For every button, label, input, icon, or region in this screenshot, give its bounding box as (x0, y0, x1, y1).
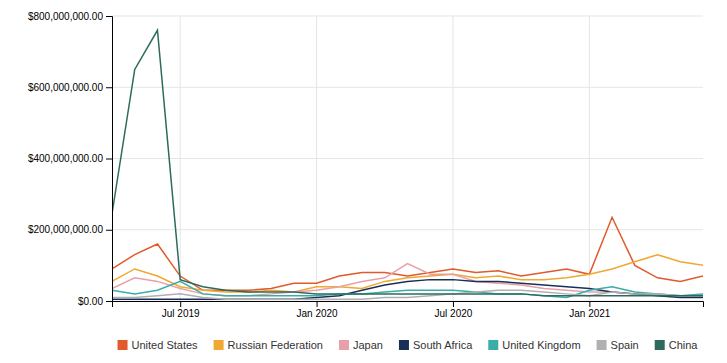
x-tick: Jan 2020 (296, 301, 338, 319)
legend-swatch (214, 340, 224, 350)
y-tick-mark (106, 16, 112, 17)
grid-line-y (112, 158, 703, 159)
legend-label: Spain (611, 339, 639, 351)
y-tick-mark (106, 159, 112, 160)
y-tick: $0.00 (78, 296, 112, 307)
x-tick-mark (453, 301, 454, 307)
y-tick-label: $800,000,000.00 (28, 11, 104, 22)
x-tick-mark (180, 301, 181, 307)
legend-label: China (669, 339, 699, 351)
legend-label: Japan (353, 339, 383, 351)
y-axis-line (106, 17, 113, 302)
x-tick-label: Jul 2019 (162, 308, 200, 319)
x-tick-mark (589, 301, 590, 307)
x-tick-label: Jan 2021 (569, 308, 611, 319)
y-tick-mark (106, 230, 112, 231)
legend-item: China (655, 339, 699, 351)
y-tick-mark (106, 87, 112, 88)
legend: United States Russian Federation Japan Sout… (118, 339, 699, 351)
legend-label: United States (132, 339, 199, 351)
legend-swatch (399, 340, 409, 350)
series-line (112, 217, 703, 290)
series-line (112, 30, 703, 295)
lines (112, 30, 703, 299)
x-tick: Jul 2020 (435, 301, 473, 319)
y-tick: $400,000,000.00 (28, 153, 112, 164)
grid-line-x (180, 16, 181, 301)
y-tick-mark (106, 301, 112, 302)
y-tick-label: $0.00 (78, 296, 103, 307)
legend-swatch (655, 340, 665, 350)
grid-line-y (112, 229, 703, 230)
legend-label: Russian Federation (228, 339, 323, 351)
legend-item: Russian Federation (214, 339, 323, 351)
legend-swatch (118, 340, 128, 350)
series-line (112, 290, 703, 299)
legend-swatch (339, 340, 349, 350)
y-tick-label: $400,000,000.00 (28, 153, 104, 164)
legend-item: United Kingdom (488, 339, 580, 351)
legend-item: United States (118, 339, 199, 351)
plot: $0.00 $200,000,000.00 $400,000,000.00 $600,… (28, 11, 704, 319)
x-axis-line (113, 302, 704, 308)
legend-swatch (597, 340, 607, 350)
y-axis: $0.00 $200,000,000.00 $400,000,000.00 $600,… (28, 11, 113, 307)
y-tick-label: $200,000,000.00 (28, 224, 104, 235)
x-tick: Jul 2019 (162, 301, 200, 319)
x-tick-label: Jul 2020 (435, 308, 473, 319)
grid-line-x (589, 16, 590, 301)
grid (112, 16, 703, 301)
legend-item: Japan (339, 339, 383, 351)
legend-label: South Africa (413, 339, 473, 351)
legend-label: United Kingdom (502, 339, 580, 351)
y-tick: $200,000,000.00 (28, 224, 112, 235)
legend-swatch (488, 340, 498, 350)
y-tick-label: $600,000,000.00 (28, 82, 104, 93)
legend-item: South Africa (399, 339, 473, 351)
y-tick: $600,000,000.00 (28, 82, 112, 93)
x-axis: Jul 2019 Jan 2020 Jul 2020 Jan 2021 (113, 301, 704, 319)
grid-line-x (316, 16, 317, 301)
legend-item: Spain (597, 339, 639, 351)
chart: $0.00 $200,000,000.00 $400,000,000.00 $600,… (0, 0, 727, 363)
x-tick-mark (317, 301, 318, 307)
grid-line-x (452, 16, 453, 301)
y-tick: $800,000,000.00 (28, 11, 112, 22)
x-tick-label: Jan 2020 (296, 308, 338, 319)
x-tick: Jan 2021 (569, 301, 611, 319)
grid-line-y (112, 87, 703, 88)
grid-line-y (112, 16, 703, 17)
